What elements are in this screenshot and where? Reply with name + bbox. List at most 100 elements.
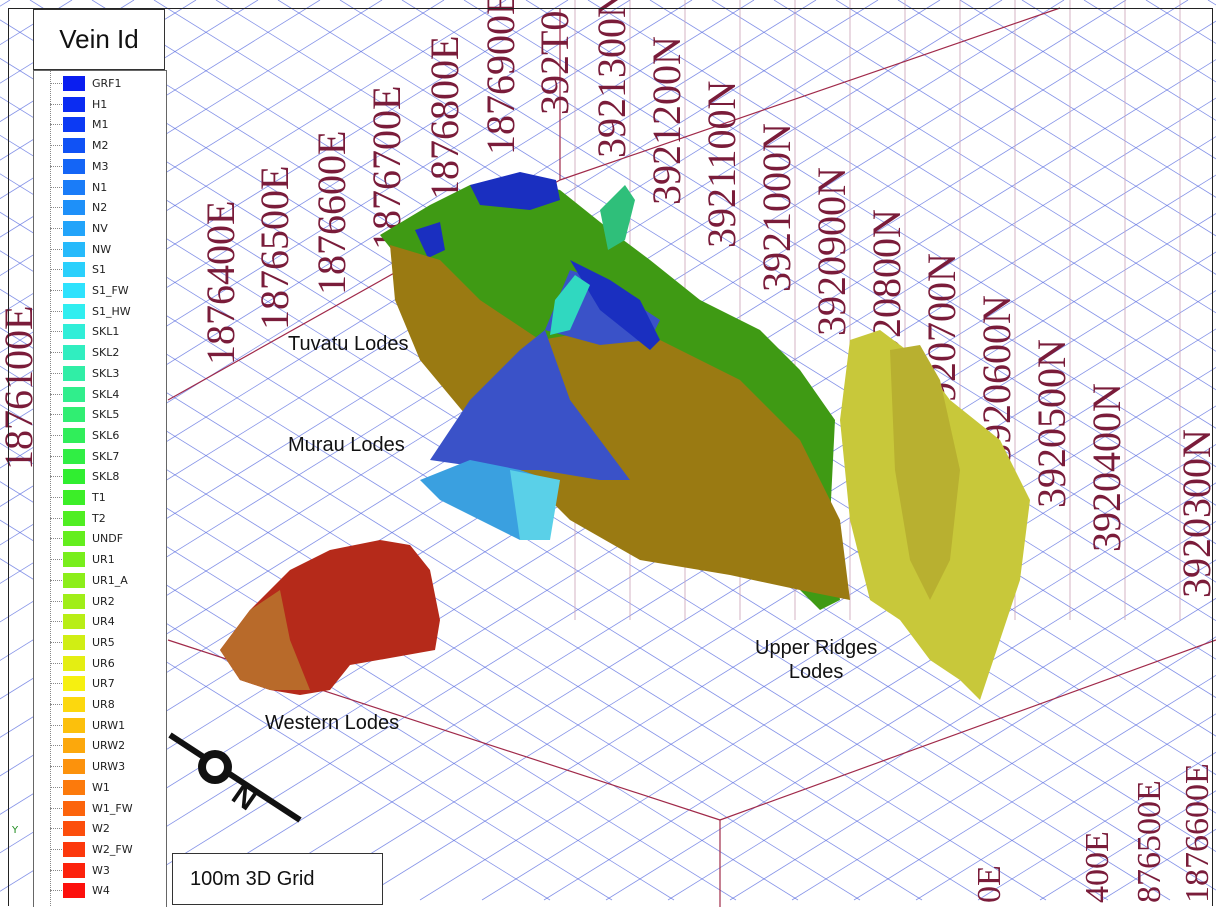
legend-item-label: SKL5 <box>92 408 120 422</box>
lode-solids[interactable] <box>220 172 1030 700</box>
grid-line <box>0 442 737 901</box>
section-line <box>559 7 1061 181</box>
tuvatu-lode-body[interactable] <box>470 172 560 210</box>
legend-item[interactable]: SKL1 <box>34 323 166 340</box>
tuvatu-lodes-label: Tuvatu Lodes <box>288 333 409 355</box>
legend-tree-branch <box>50 828 62 830</box>
tuvatu-lode-body[interactable] <box>600 185 635 250</box>
legend-tree-branch <box>50 124 62 126</box>
compass-center <box>206 758 224 776</box>
legend-item[interactable]: UR1_A <box>34 572 166 589</box>
legend-item[interactable]: UNDF <box>34 530 166 547</box>
legend-tree-branch <box>50 869 62 871</box>
legend-item-label: SKL7 <box>92 449 120 463</box>
legend-item[interactable]: UR4 <box>34 613 166 630</box>
legend-item[interactable]: URW1 <box>34 717 166 734</box>
legend-item[interactable]: N1 <box>34 179 166 196</box>
legend-item[interactable]: NW <box>34 241 166 258</box>
legend-item[interactable]: UR7 <box>34 675 166 692</box>
northing-label: 3920300N <box>1174 429 1216 598</box>
north-arrow-letter: N <box>226 778 263 817</box>
legend-item-label: W4 <box>92 884 110 898</box>
legend-color-swatch <box>63 841 85 857</box>
legend-tree-branch <box>50 103 62 105</box>
legend-item[interactable]: M1 <box>34 116 166 133</box>
legend-item[interactable]: W2 <box>34 820 166 837</box>
legend-item[interactable]: N2 <box>34 199 166 216</box>
legend-item[interactable]: UR1 <box>34 551 166 568</box>
northing-label: 3920500N <box>1029 339 1074 508</box>
legend-color-swatch <box>63 158 85 174</box>
grid-line <box>0 0 755 469</box>
legend-item[interactable]: W3 <box>34 862 166 879</box>
legend-color-swatch <box>63 614 85 630</box>
legend-item[interactable]: URW3 <box>34 758 166 775</box>
legend-item[interactable]: SKL3 <box>34 365 166 382</box>
legend-tree-branch <box>50 476 62 478</box>
legend-item[interactable]: SKL2 <box>34 344 166 361</box>
legend-color-swatch <box>63 738 85 754</box>
grid-line <box>339 0 1216 545</box>
tuvatu-cyan-strip[interactable] <box>550 275 590 335</box>
legend-item[interactable]: NV <box>34 220 166 237</box>
legend-item[interactable]: UR5 <box>34 634 166 651</box>
legend-item[interactable]: SKL7 <box>34 448 166 465</box>
legend-tree-branch <box>50 766 62 768</box>
grid-line <box>0 0 445 277</box>
legend-tree-branch <box>50 890 62 892</box>
legend-tree-branch <box>50 310 62 312</box>
legend-item-label: W2 <box>92 822 110 836</box>
legend-item[interactable]: UR2 <box>34 593 166 610</box>
legend-color-swatch <box>63 345 85 361</box>
legend-item[interactable]: H1 <box>34 96 166 113</box>
upper-ridges-lode-body[interactable] <box>890 345 960 600</box>
grid-line <box>0 0 1127 700</box>
legend-item[interactable]: M2 <box>34 137 166 154</box>
tuvatu-blue-wedge[interactable] <box>570 260 660 350</box>
legend-item-label: N2 <box>92 201 108 215</box>
tuvatu-ochre-body[interactable] <box>390 245 850 600</box>
grid-line <box>357 366 1216 901</box>
grid-line <box>605 520 1216 901</box>
legend-item[interactable]: W4 <box>34 882 166 899</box>
grid-caption: 100m 3D Grid <box>190 867 315 890</box>
legend-item[interactable]: T2 <box>34 510 166 527</box>
legend-item[interactable]: S1_FW <box>34 282 166 299</box>
overlap-label: 392T0 <box>532 11 577 115</box>
legend-color-swatch <box>63 220 85 236</box>
legend-item[interactable]: SKL5 <box>34 406 166 423</box>
legend-item[interactable]: SKL6 <box>34 427 166 444</box>
legend-color-swatch <box>63 117 85 133</box>
western-lode-body[interactable] <box>220 590 310 690</box>
murau-lode-body[interactable] <box>430 330 630 480</box>
legend-item-label: SKL4 <box>92 387 120 401</box>
easting-label: 1876800E <box>422 36 467 200</box>
legend-item[interactable]: SKL4 <box>34 386 166 403</box>
legend-item-label: M2 <box>92 139 109 153</box>
tuvatu-lode-body[interactable] <box>415 222 445 258</box>
legend-item[interactable]: W1_FW <box>34 800 166 817</box>
legend-item[interactable]: T1 <box>34 489 166 506</box>
legend-item[interactable]: W1 <box>34 779 166 796</box>
north-arrow: N <box>168 732 302 823</box>
grid-line <box>0 0 941 584</box>
legend-item[interactable]: SKL8 <box>34 468 166 485</box>
legend-item[interactable]: UR8 <box>34 696 166 713</box>
easting-label: 1876500E <box>252 166 297 330</box>
legend-item[interactable]: S1 <box>34 261 166 278</box>
murau-cyan-body[interactable] <box>510 470 560 540</box>
legend-item-label: SKL2 <box>92 346 120 360</box>
easting-label: 876500E <box>1131 780 1168 903</box>
legend-item[interactable]: W2_FW <box>34 841 166 858</box>
legend-item[interactable]: GRF1 <box>34 75 166 92</box>
legend-item[interactable]: S1_HW <box>34 303 166 320</box>
murau-lodes-label: Murau Lodes <box>288 434 405 456</box>
vein-id-legend[interactable]: GRF1 H1 M1 M2 M3 N1 N2 NV NW S1 S1_FW S1_HW SKL1 SKL2… <box>33 70 167 907</box>
legend-tree-branch <box>50 248 62 250</box>
legend-item[interactable]: UR6 <box>34 655 166 672</box>
legend-color-swatch <box>63 138 85 154</box>
legend-item[interactable]: M3 <box>34 158 166 175</box>
legend-item[interactable]: URW2 <box>34 737 166 754</box>
